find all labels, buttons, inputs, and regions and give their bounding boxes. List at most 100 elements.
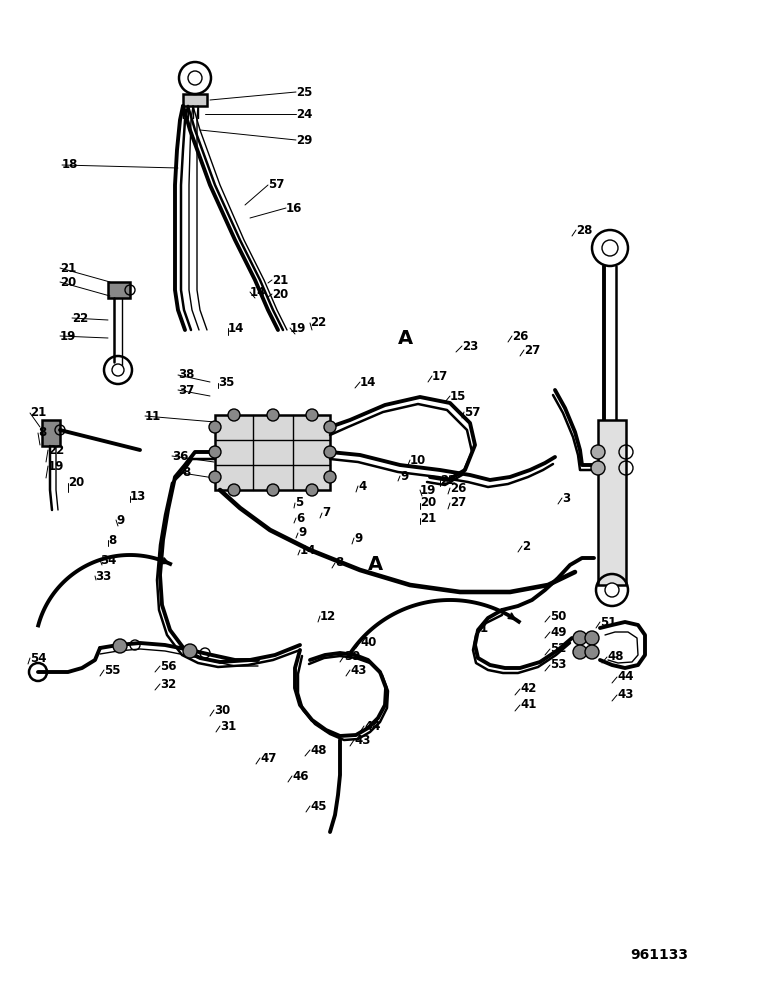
Text: 5: 5 <box>295 496 303 510</box>
Circle shape <box>324 471 336 483</box>
Text: 22: 22 <box>440 474 456 487</box>
Text: 15: 15 <box>450 389 466 402</box>
Text: 13: 13 <box>130 489 146 502</box>
Text: 44: 44 <box>364 720 381 732</box>
Text: 25: 25 <box>296 86 313 99</box>
Text: 21: 21 <box>30 406 46 420</box>
Circle shape <box>585 631 599 645</box>
Text: 9: 9 <box>354 532 362 544</box>
Circle shape <box>324 421 336 433</box>
Text: 26: 26 <box>512 330 528 342</box>
Circle shape <box>306 409 318 421</box>
Text: 8: 8 <box>335 556 344 570</box>
Text: 37: 37 <box>178 383 195 396</box>
Text: 20: 20 <box>68 477 84 489</box>
Text: 27: 27 <box>524 344 540 357</box>
Text: 28: 28 <box>576 224 592 236</box>
Circle shape <box>113 639 127 653</box>
Text: A: A <box>368 556 383 574</box>
Text: 44: 44 <box>617 670 634 684</box>
Text: 20: 20 <box>272 288 288 300</box>
Circle shape <box>209 446 221 458</box>
Bar <box>215 415 330 490</box>
Text: 34: 34 <box>100 554 117 566</box>
Text: 51: 51 <box>600 615 616 629</box>
Text: 7: 7 <box>322 506 330 520</box>
Text: 8: 8 <box>182 466 190 480</box>
Circle shape <box>605 583 619 597</box>
Text: 32: 32 <box>160 678 176 690</box>
Text: 6: 6 <box>296 512 304 524</box>
Text: 17: 17 <box>432 369 449 382</box>
Text: 31: 31 <box>220 720 236 732</box>
Text: 19: 19 <box>290 322 306 334</box>
Text: 35: 35 <box>218 376 235 389</box>
Text: 57: 57 <box>464 406 480 418</box>
Text: 11: 11 <box>145 410 161 422</box>
Text: 41: 41 <box>520 698 537 712</box>
Text: 50: 50 <box>550 609 567 622</box>
Text: 42: 42 <box>520 682 537 696</box>
Circle shape <box>209 421 221 433</box>
Text: 46: 46 <box>292 770 309 782</box>
Text: 21: 21 <box>60 261 76 274</box>
Text: 10: 10 <box>410 454 426 466</box>
Text: 24: 24 <box>296 107 313 120</box>
Text: 55: 55 <box>104 664 120 676</box>
Text: 29: 29 <box>296 133 313 146</box>
Text: 8: 8 <box>108 534 117 546</box>
Text: 18: 18 <box>62 158 79 172</box>
Text: 19: 19 <box>60 330 76 342</box>
Circle shape <box>183 644 197 658</box>
Text: 9: 9 <box>116 514 124 526</box>
Text: 21: 21 <box>420 512 436 524</box>
Text: 22: 22 <box>72 312 88 324</box>
Text: 30: 30 <box>214 704 230 716</box>
Text: 21: 21 <box>272 273 288 286</box>
Circle shape <box>267 484 279 496</box>
Text: 22: 22 <box>310 316 327 330</box>
Text: 20: 20 <box>60 275 76 288</box>
Text: 19: 19 <box>420 484 436 496</box>
Circle shape <box>591 461 605 475</box>
Circle shape <box>306 484 318 496</box>
Text: 43: 43 <box>617 688 633 702</box>
Text: 47: 47 <box>260 752 276 764</box>
Text: 43: 43 <box>350 664 367 676</box>
Circle shape <box>573 645 587 659</box>
Text: 16: 16 <box>286 202 303 215</box>
Text: 33: 33 <box>95 570 111 582</box>
Text: 48: 48 <box>310 744 327 756</box>
Circle shape <box>324 446 336 458</box>
Circle shape <box>602 240 618 256</box>
Text: 4: 4 <box>358 480 366 492</box>
Bar <box>598 420 626 585</box>
Text: 45: 45 <box>310 800 327 812</box>
Bar <box>42 420 60 446</box>
Text: 9: 9 <box>400 470 408 483</box>
Text: 14: 14 <box>300 544 317 556</box>
Text: 23: 23 <box>462 340 478 353</box>
Text: 54: 54 <box>30 652 46 664</box>
Text: 2: 2 <box>522 540 530 552</box>
Text: 40: 40 <box>360 636 377 648</box>
Circle shape <box>591 445 605 459</box>
Circle shape <box>267 409 279 421</box>
Text: 20: 20 <box>420 496 436 510</box>
Circle shape <box>209 471 221 483</box>
Bar <box>183 94 207 106</box>
Text: 27: 27 <box>450 496 466 510</box>
Text: 14: 14 <box>228 322 245 334</box>
Circle shape <box>228 484 240 496</box>
Text: 49: 49 <box>550 626 567 639</box>
Text: 39: 39 <box>344 650 361 662</box>
Text: 57: 57 <box>268 178 284 192</box>
Text: 961133: 961133 <box>630 948 688 962</box>
Text: 56: 56 <box>160 660 177 672</box>
Text: A: A <box>398 328 413 348</box>
Text: 52: 52 <box>550 643 567 656</box>
Text: 26: 26 <box>450 482 466 494</box>
Text: 3: 3 <box>562 491 571 504</box>
Text: 19: 19 <box>48 460 64 473</box>
Circle shape <box>228 409 240 421</box>
